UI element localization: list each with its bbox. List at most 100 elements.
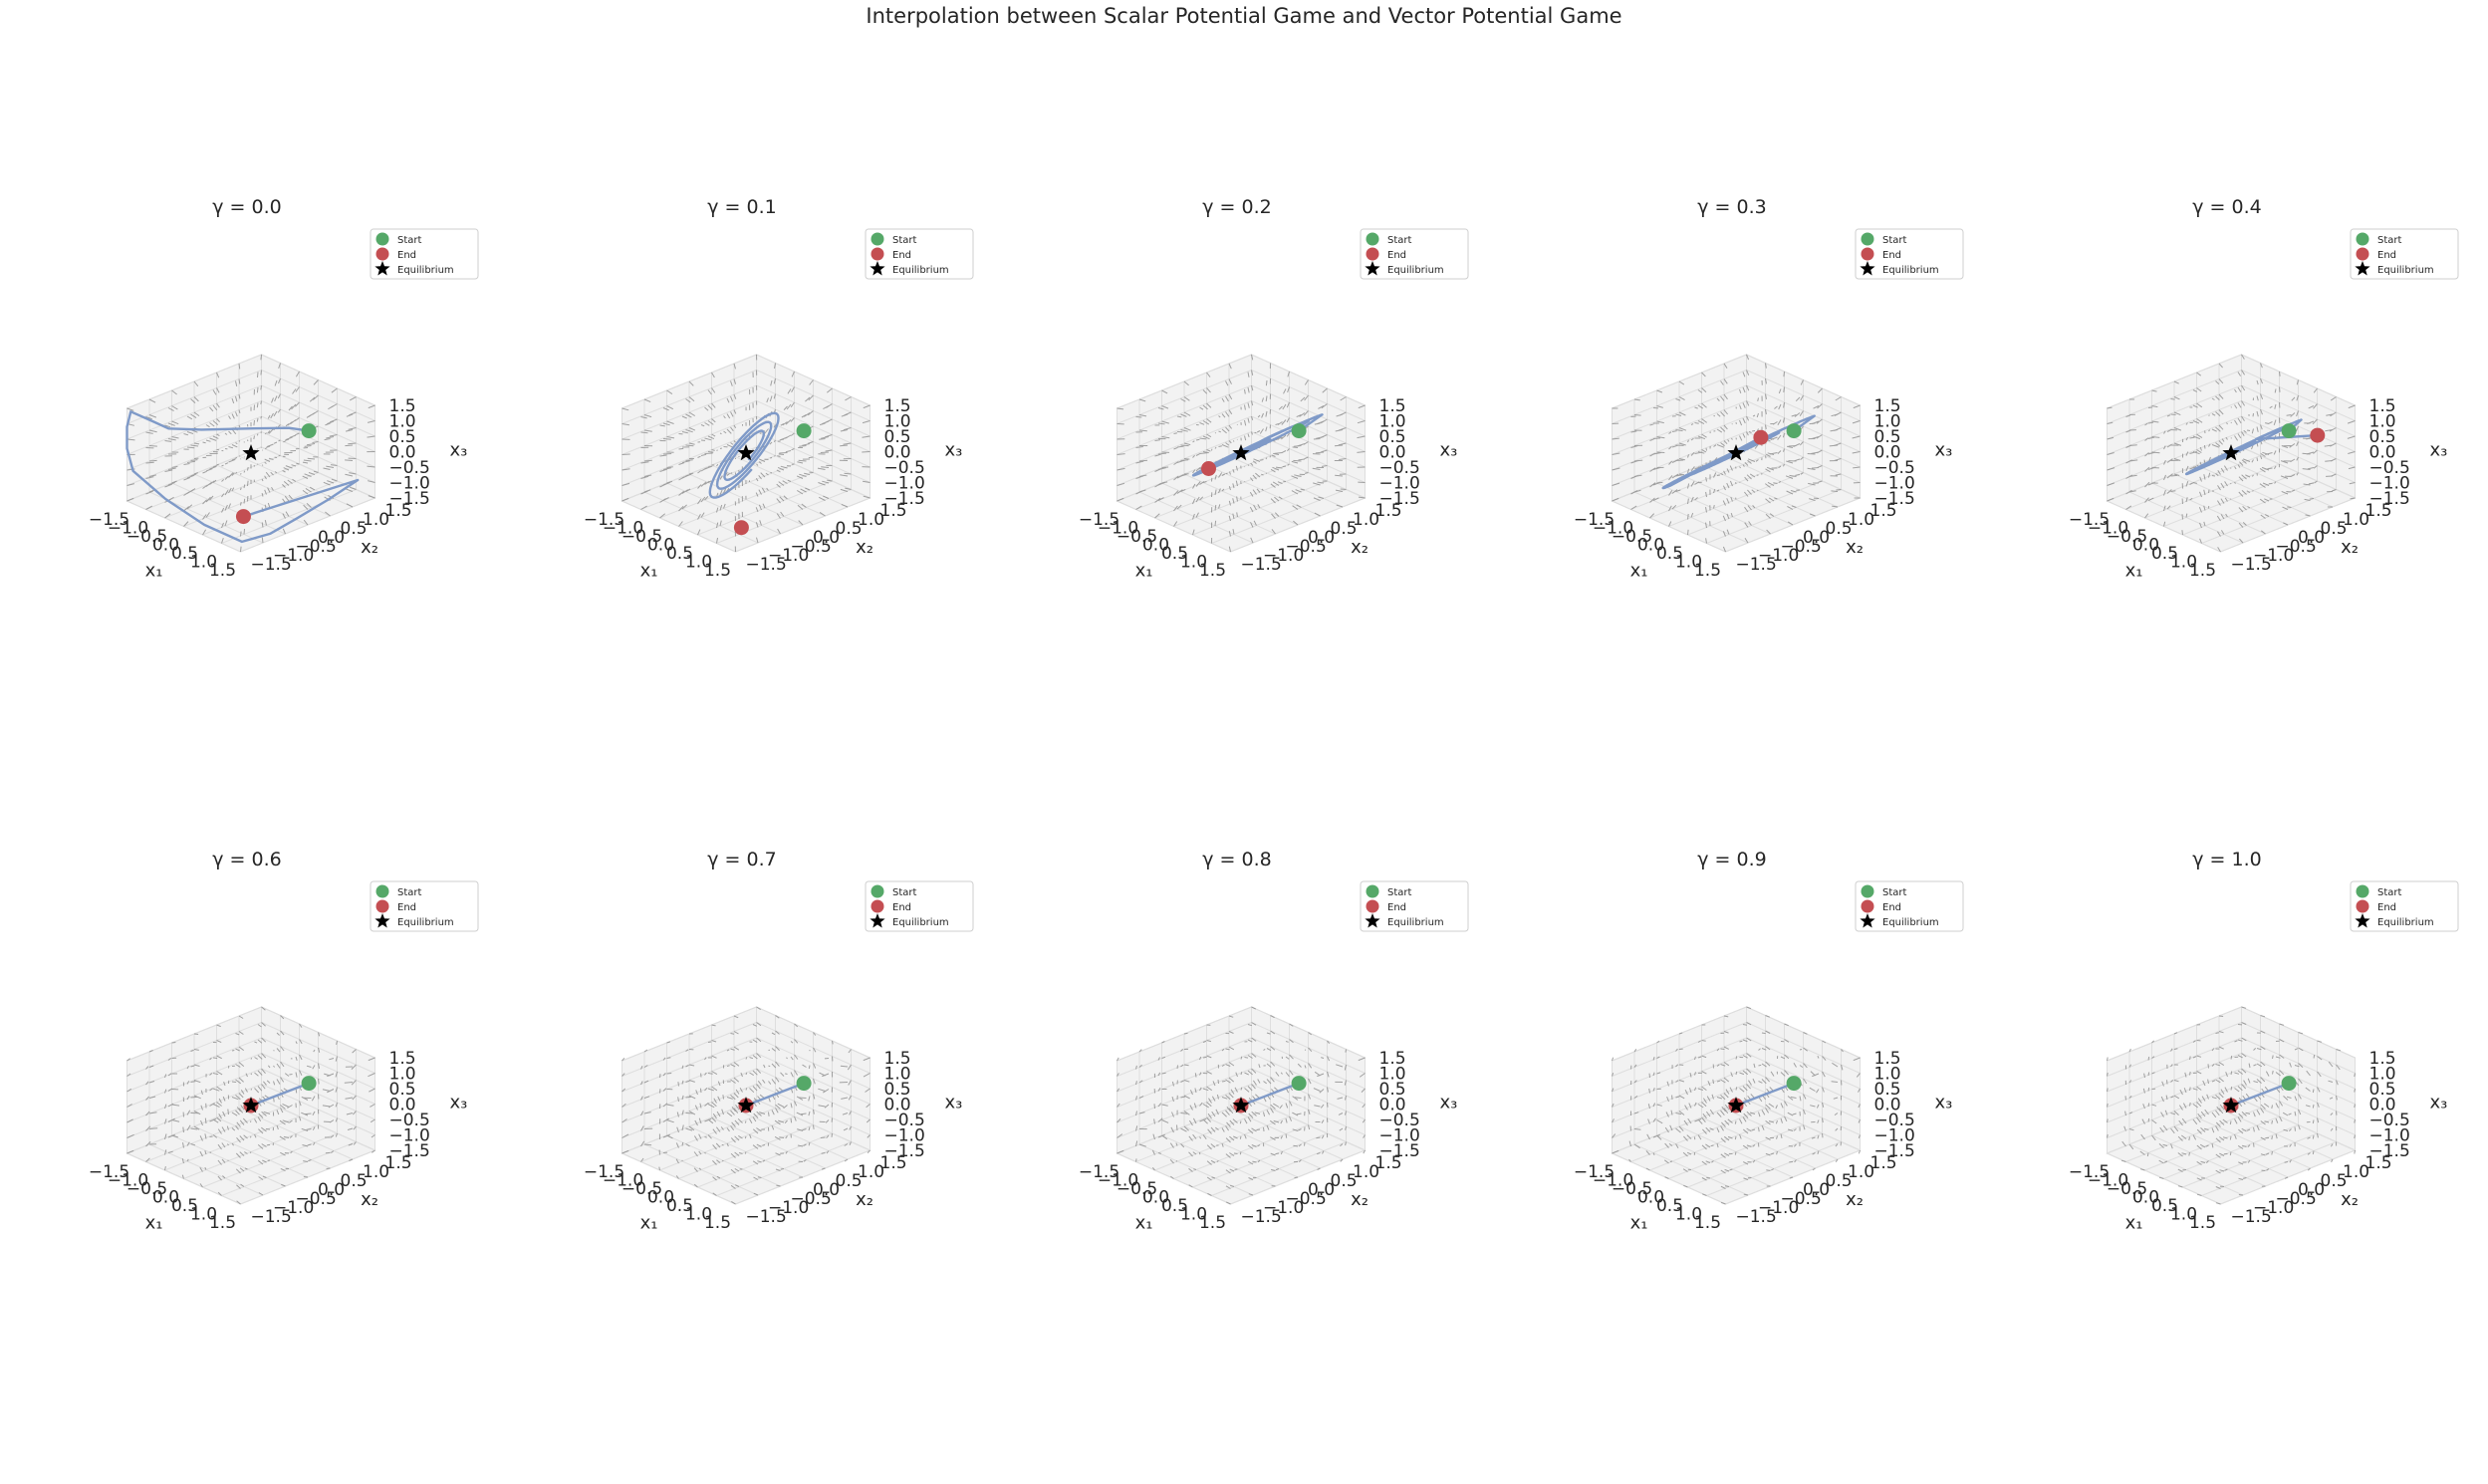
quiver-arrow (1248, 465, 1249, 466)
quiver-arrow (2231, 422, 2232, 423)
quiver-arrow (770, 458, 772, 459)
quiver-arrow (708, 1042, 711, 1043)
quiver-arrow (644, 460, 652, 461)
x2-tick-label: 1.5 (1375, 501, 1402, 521)
quiver-arrow (241, 547, 242, 552)
quiver-arrow (1203, 1057, 1207, 1058)
quiver-arrow (1736, 1072, 1737, 1075)
legend-equilibrium-label: Equilibrium (892, 265, 949, 276)
x2-axis-label: x₂ (361, 537, 378, 558)
x2-tick-label: 1.5 (2365, 1153, 2392, 1173)
quiver-arrow (244, 499, 245, 504)
legend-start-label: Start (397, 887, 422, 898)
subplot-9: γ = 1.0−1.5−1.5−1.5−1.0−1.0−1.0−0.5−0.5−… (1980, 847, 2474, 1484)
quiver-arrow (717, 450, 718, 451)
quiver-arrow (1735, 1152, 1736, 1155)
quiver-arrow (731, 1034, 735, 1035)
subplot-7: γ = 0.8−1.5−1.5−1.5−1.0−1.0−1.0−0.5−0.5−… (990, 847, 1484, 1484)
legend-start-label: Start (892, 887, 917, 898)
legend-end-swatch (1367, 900, 1379, 913)
quiver-arrow (2272, 1106, 2273, 1110)
subplot-title: γ = 0.4 (2192, 196, 2261, 218)
legend-end-label: End (1387, 250, 1406, 261)
x3-tick-label: 1.5 (1379, 1049, 1406, 1069)
x3-tick-label: 1.5 (1379, 396, 1406, 416)
quiver-arrow (2216, 1033, 2219, 1034)
quiver-arrow (2190, 1057, 2191, 1061)
x1-tick-label: 1.5 (1199, 1213, 1226, 1233)
quiver-arrow (1174, 433, 1177, 434)
quiver-arrow (1832, 1082, 1838, 1083)
subplot-8: γ = 0.9−1.5−1.5−1.5−1.0−1.0−1.0−0.5−0.5−… (1485, 847, 1979, 1484)
x3-axis-label: x₃ (2430, 440, 2448, 461)
start-marker (1787, 423, 1802, 438)
quiver-arrow (667, 1074, 672, 1075)
quiver-arrow (2212, 476, 2215, 477)
quiver-arrow (1245, 1058, 1249, 1059)
quiver-arrow (1219, 446, 1222, 447)
quiver-arrow (266, 1129, 270, 1130)
legend-end-swatch (871, 248, 884, 261)
quiver-arrow (1706, 448, 1707, 451)
legend-end-label: End (892, 250, 911, 261)
quiver-arrow (254, 420, 255, 425)
x1-axis-label: x₁ (1135, 1213, 1153, 1234)
quiver-arrow (1735, 1121, 1736, 1124)
quiver-arrow (785, 1074, 787, 1075)
x3-tick-label: 1.5 (1874, 396, 1901, 416)
quiver-arrow (261, 401, 262, 405)
quiver-arrow (1831, 491, 1838, 492)
quiver-arrow (2209, 415, 2210, 416)
quiver-arrow (2231, 438, 2232, 439)
x3-axis-label: x₃ (450, 440, 468, 461)
legend-end-swatch (2357, 248, 2369, 261)
quiver-arrow (2219, 1016, 2223, 1017)
x3-tick-label: 1.5 (884, 1049, 911, 1069)
quiver-arrow (1266, 380, 1267, 385)
legend-start-label: Start (397, 235, 422, 246)
quiver-arrow (745, 1136, 746, 1138)
quiver-arrow (2355, 1105, 2356, 1109)
quiver-arrow (213, 1058, 217, 1059)
x3-axis-label: x₃ (945, 1093, 963, 1113)
quiver-arrow (1748, 1162, 1752, 1163)
quiver-arrow (1305, 473, 1308, 474)
quiver-arrow (2171, 414, 2176, 415)
quiver-arrow (239, 364, 240, 369)
quiver-arrow (2295, 1127, 2296, 1131)
legend-start-swatch (376, 885, 389, 898)
quiver-arrow (2148, 1104, 2149, 1108)
x2-axis-label: x₂ (1351, 1189, 1368, 1210)
x2-axis-label: x₂ (1351, 537, 1368, 558)
quiver-arrow (745, 1121, 746, 1123)
end-marker (1753, 430, 1768, 445)
subplot-svg: γ = 0.4−1.5−1.5−1.5−1.0−1.0−1.0−0.5−0.5−… (1980, 194, 2474, 832)
quiver-arrow (678, 1082, 679, 1086)
quiver-arrow (705, 453, 713, 454)
x3-tick-label: 1.5 (884, 396, 911, 416)
quiver-arrow (248, 481, 249, 486)
quiver-arrow (1240, 1136, 1241, 1139)
quiver-arrow (210, 1136, 213, 1137)
quiver-arrow (345, 460, 353, 461)
quiver-arrow (1293, 460, 1301, 461)
quiver-arrow (261, 385, 262, 389)
start-marker (1292, 423, 1307, 438)
quiver-arrow (2243, 1178, 2246, 1179)
start-marker (797, 1076, 812, 1091)
quiver-arrow (2273, 1056, 2274, 1060)
quiver-arrow (708, 1074, 713, 1075)
quiver-arrow (1634, 1129, 1640, 1130)
quiver-arrow (1294, 446, 1302, 447)
subplot-svg: γ = 0.9−1.5−1.5−1.5−1.0−1.0−1.0−0.5−0.5−… (1485, 847, 1979, 1484)
legend-end-swatch (1367, 248, 1379, 261)
x2-tick-label: 1.5 (1870, 1153, 1897, 1173)
quiver-arrow (1740, 482, 1741, 483)
legend-start-label: Start (1387, 887, 1412, 898)
x1-axis-label: x₁ (640, 1213, 658, 1234)
quiver-arrow (2313, 1090, 2314, 1094)
quiver-arrow (257, 387, 258, 392)
quiver-arrow (1177, 1125, 1178, 1131)
